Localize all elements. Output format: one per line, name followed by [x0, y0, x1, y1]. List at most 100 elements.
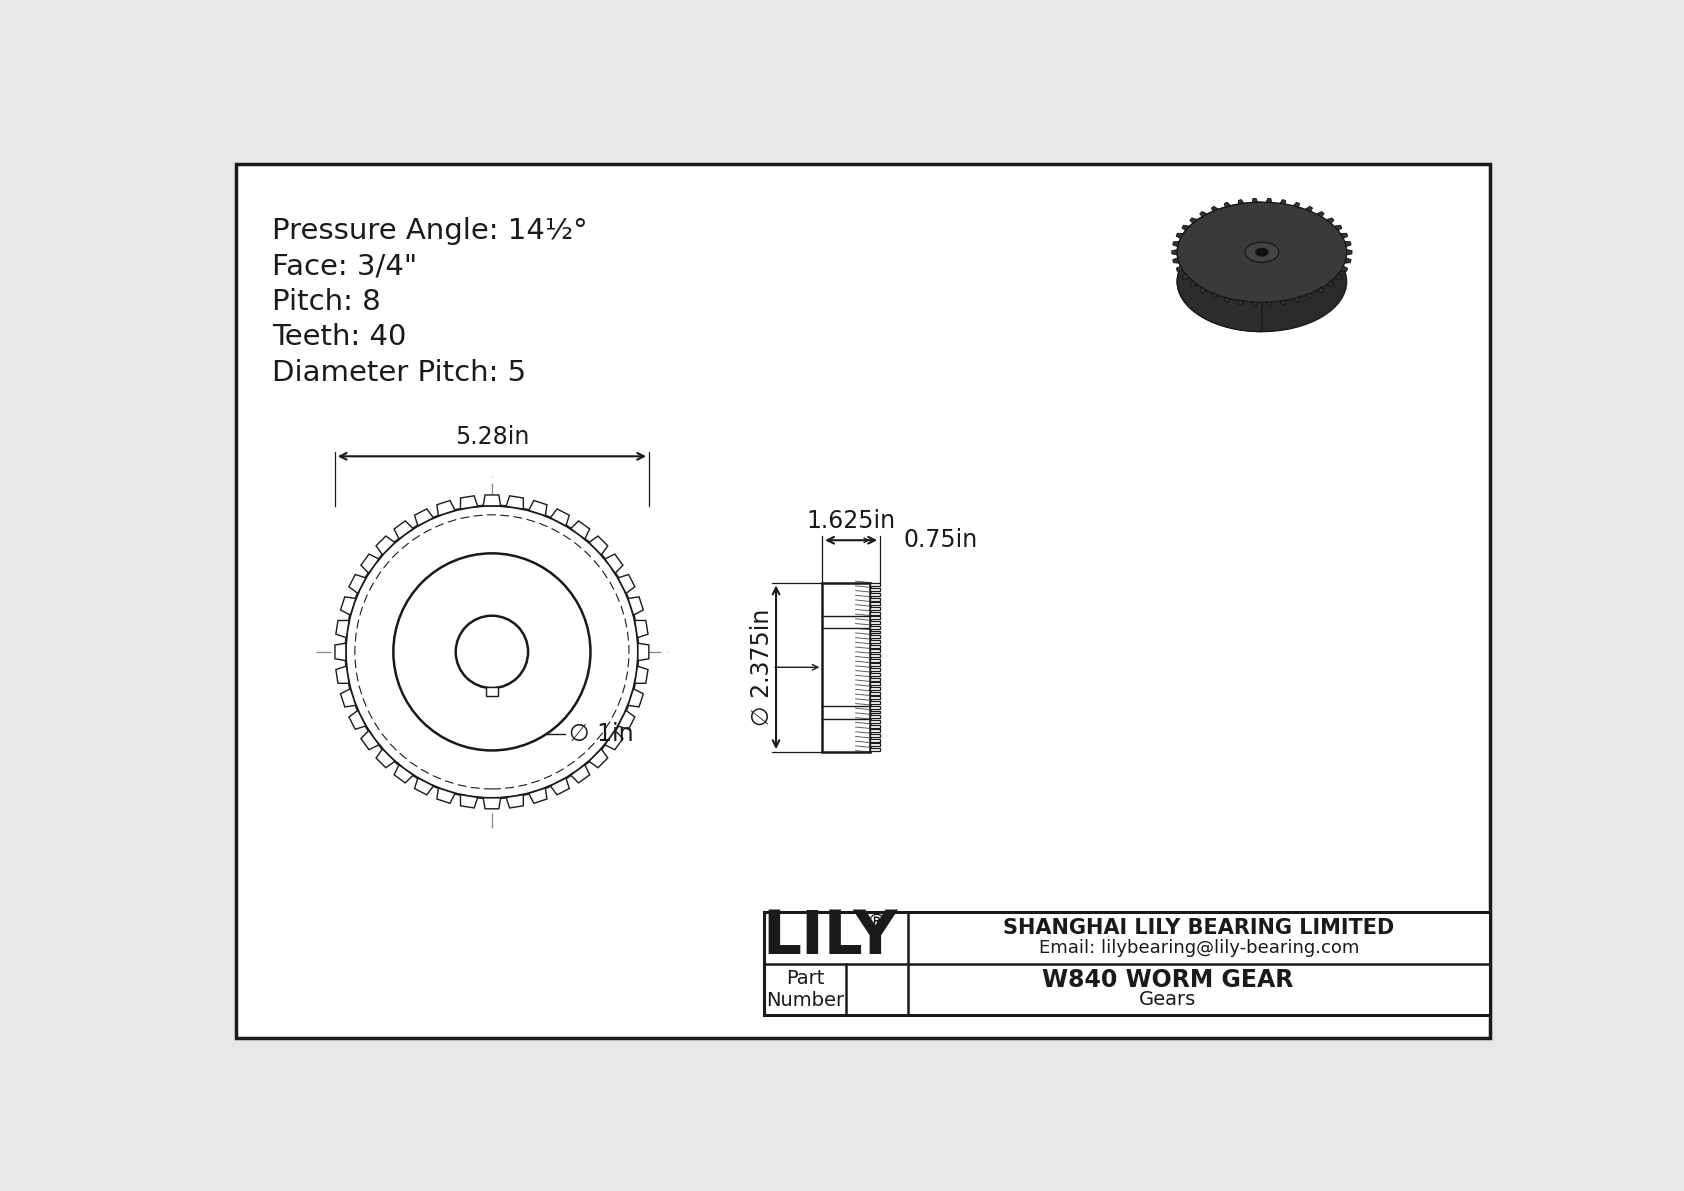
Polygon shape	[376, 536, 394, 555]
Bar	[871, 635, 881, 638]
Bar	[822, 582, 871, 752]
Text: LILY: LILY	[763, 909, 898, 967]
Bar	[871, 617, 881, 619]
Text: 5.28in: 5.28in	[455, 425, 529, 449]
Polygon shape	[1293, 297, 1300, 303]
Bar	[871, 663, 881, 667]
Polygon shape	[1199, 287, 1206, 293]
Bar	[871, 603, 881, 605]
Polygon shape	[1293, 202, 1300, 207]
Polygon shape	[436, 788, 455, 803]
Bar	[871, 588, 881, 591]
Polygon shape	[394, 520, 413, 538]
Text: Face: 3/4": Face: 3/4"	[273, 252, 418, 280]
Bar	[871, 622, 881, 624]
Text: Diameter Pitch: 5: Diameter Pitch: 5	[273, 358, 527, 387]
Polygon shape	[360, 730, 379, 749]
Polygon shape	[618, 710, 635, 729]
Bar	[871, 738, 881, 742]
Polygon shape	[1182, 274, 1189, 280]
Polygon shape	[1191, 281, 1197, 287]
Bar	[871, 748, 881, 752]
Text: W840 WORM GEAR: W840 WORM GEAR	[1042, 967, 1293, 992]
Polygon shape	[1182, 225, 1189, 231]
Bar	[765, 912, 1490, 1016]
Ellipse shape	[1244, 242, 1278, 262]
Polygon shape	[605, 730, 623, 749]
Bar	[871, 584, 881, 586]
Text: Part
Number: Part Number	[766, 969, 844, 1010]
Bar	[871, 644, 881, 648]
Polygon shape	[1317, 287, 1324, 293]
Bar	[871, 716, 881, 718]
Ellipse shape	[1177, 231, 1347, 331]
Polygon shape	[460, 794, 478, 807]
Bar	[871, 654, 881, 657]
Polygon shape	[1346, 242, 1351, 247]
Polygon shape	[628, 688, 643, 707]
Polygon shape	[340, 688, 355, 707]
Text: ∅ 1in: ∅ 1in	[569, 722, 633, 747]
Polygon shape	[635, 621, 648, 637]
Polygon shape	[1175, 233, 1182, 238]
Bar	[871, 682, 881, 685]
Polygon shape	[635, 666, 648, 684]
Polygon shape	[1238, 200, 1244, 205]
Polygon shape	[589, 749, 608, 768]
Polygon shape	[618, 574, 635, 593]
Text: Teeth: 40: Teeth: 40	[273, 323, 408, 351]
Bar	[871, 743, 881, 747]
Polygon shape	[1340, 233, 1347, 238]
Bar	[485, 686, 498, 696]
Polygon shape	[1335, 274, 1342, 280]
Polygon shape	[1253, 301, 1258, 306]
Text: Gears: Gears	[1140, 990, 1197, 1009]
Polygon shape	[1177, 202, 1261, 331]
Polygon shape	[1266, 199, 1271, 202]
Polygon shape	[335, 643, 345, 661]
Polygon shape	[529, 788, 547, 803]
Text: SHANGHAI LILY BEARING LIMITED: SHANGHAI LILY BEARING LIMITED	[1004, 918, 1394, 939]
Text: ∅ 2.375in: ∅ 2.375in	[749, 609, 775, 727]
Bar	[871, 673, 881, 675]
Circle shape	[345, 506, 638, 798]
Polygon shape	[1266, 301, 1271, 306]
Polygon shape	[1175, 266, 1182, 272]
Polygon shape	[1327, 281, 1334, 287]
Polygon shape	[1280, 300, 1285, 305]
Bar	[871, 659, 881, 662]
Polygon shape	[571, 520, 589, 538]
Polygon shape	[529, 500, 547, 516]
Polygon shape	[1340, 266, 1347, 272]
Polygon shape	[571, 765, 589, 782]
Bar	[871, 719, 881, 723]
Bar	[871, 640, 881, 643]
Bar	[871, 630, 881, 634]
Bar	[871, 701, 881, 704]
Text: ®: ®	[866, 913, 886, 933]
Polygon shape	[436, 500, 455, 516]
Polygon shape	[638, 643, 648, 661]
Polygon shape	[1191, 218, 1197, 224]
Polygon shape	[414, 778, 433, 794]
Ellipse shape	[1177, 202, 1347, 303]
Polygon shape	[360, 554, 379, 573]
Polygon shape	[1280, 200, 1285, 205]
Bar	[871, 649, 881, 653]
Bar	[871, 734, 881, 737]
Polygon shape	[376, 749, 394, 768]
Bar	[871, 724, 881, 728]
Polygon shape	[483, 495, 500, 506]
Polygon shape	[414, 509, 433, 525]
Bar	[871, 678, 881, 680]
Polygon shape	[340, 597, 355, 615]
Polygon shape	[1211, 293, 1218, 298]
Polygon shape	[1199, 212, 1206, 217]
Bar	[871, 711, 881, 713]
Polygon shape	[1238, 300, 1244, 305]
Circle shape	[394, 554, 591, 750]
Text: Pitch: 8: Pitch: 8	[273, 288, 381, 316]
Polygon shape	[1335, 225, 1342, 231]
Text: 1.625in: 1.625in	[807, 509, 896, 532]
Polygon shape	[1346, 257, 1351, 263]
